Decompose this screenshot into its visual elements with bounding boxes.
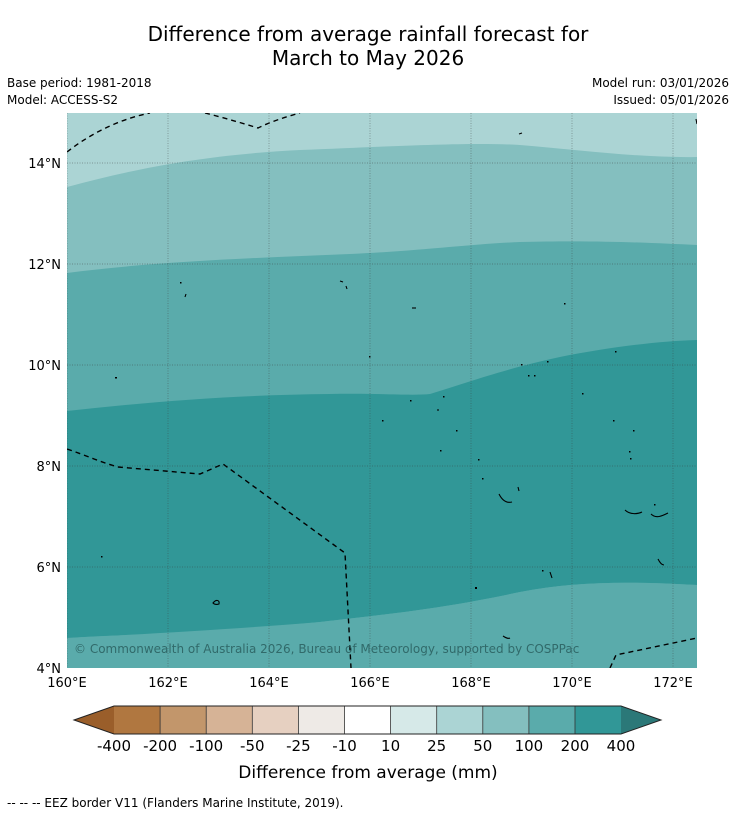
x-tick-170e: 170°E — [552, 676, 592, 691]
colorbar-bin-6 — [344, 706, 391, 734]
colorbar-bin-4 — [252, 706, 299, 734]
colorbar-bin-11 — [575, 706, 622, 734]
cb-tick-10: 100 — [515, 737, 544, 755]
cb-tick-3: -100 — [189, 737, 223, 755]
meta-right: Model run: 03/01/2026 Issued: 05/01/2026 — [592, 75, 729, 109]
title-line-2: March to May 2026 — [271, 46, 465, 70]
colorbar-bin-9 — [482, 706, 529, 734]
y-tick-14n: 14°N — [28, 157, 61, 172]
colorbar-bin-2 — [160, 706, 207, 734]
cb-tick-7: 10 — [381, 737, 400, 755]
eez-footnote: -- -- -- EEZ border V11 (Flanders Marine… — [7, 796, 344, 810]
model-run: Model run: 03/01/2026 — [591, 76, 729, 90]
colorbar-extend-low — [74, 706, 114, 734]
x-tick-160e: 160°E — [47, 676, 87, 691]
x-tick-172e: 172°E — [653, 676, 693, 691]
colorbar-bin-3 — [206, 706, 253, 734]
colorbar-extend-high — [621, 706, 661, 734]
graticule — [67, 113, 697, 668]
eez-borders — [67, 113, 697, 668]
colorbar-label: Difference from average (mm) — [238, 763, 497, 783]
x-tick-162e: 162°E — [148, 676, 188, 691]
cb-tick-11: 200 — [561, 737, 590, 755]
colorbar-bin-7 — [390, 706, 437, 734]
cb-tick-2: -200 — [143, 737, 177, 755]
colorbar: -400 -200 -100 -50 -25 -10 10 25 50 100 … — [72, 705, 663, 783]
cb-tick-6: -10 — [332, 737, 357, 755]
y-tick-4n: 4°N — [37, 662, 62, 677]
x-tick-168e: 168°E — [451, 676, 491, 691]
colorbar-bin-5 — [298, 706, 345, 734]
cb-tick-8: 25 — [427, 737, 446, 755]
map-title: Difference from average rainfall forecas… — [0, 22, 736, 70]
y-tick-6n: 6°N — [37, 561, 62, 576]
y-tick-12n: 12°N — [28, 258, 61, 273]
zone-200-400 — [67, 340, 697, 638]
y-tick-8n: 8°N — [37, 460, 62, 475]
model-name: Model: ACCESS-S2 — [7, 93, 119, 107]
base-period: Base period: 1981-2018 — [7, 76, 152, 90]
cb-tick-1: -400 — [97, 737, 131, 755]
cb-tick-4: -50 — [240, 737, 265, 755]
y-tick-10n: 10°N — [28, 359, 61, 374]
title-line-1: Difference from average rainfall forecas… — [147, 22, 589, 46]
colorbar-dividers — [159, 706, 576, 734]
cb-tick-9: 50 — [473, 737, 492, 755]
x-tick-164e: 164°E — [249, 676, 289, 691]
zone-100-200-south — [67, 582, 697, 668]
map-area: © Commonwealth of Australia 2026, Bureau… — [67, 113, 697, 668]
colorbar-bin-10 — [528, 706, 575, 734]
copyright-notice: © Commonwealth of Australia 2026, Bureau… — [74, 642, 579, 656]
y-axis-labels: 14°N 12°N 10°N 8°N 6°N 4°N — [28, 157, 61, 677]
x-tick-166e: 166°E — [350, 676, 390, 691]
colorbar-bin-8 — [436, 706, 483, 734]
atoll-dots — [101, 282, 656, 589]
cb-tick-5: -25 — [286, 737, 311, 755]
colorbar-bin-1 — [114, 706, 161, 734]
colorbar-outline — [72, 705, 663, 735]
cb-tick-12: 400 — [607, 737, 636, 755]
colorbar-tick-labels: -400 -200 -100 -50 -25 -10 10 25 50 100 … — [97, 737, 635, 755]
island-outlines — [184, 118, 697, 639]
issued-date: Issued: 05/01/2026 — [613, 93, 729, 107]
x-axis-labels: 160°E 162°E 164°E 166°E 168°E 170°E 172°… — [47, 676, 693, 691]
meta-left: Base period: 1981-2018 Model: ACCESS-S2 — [7, 75, 152, 109]
